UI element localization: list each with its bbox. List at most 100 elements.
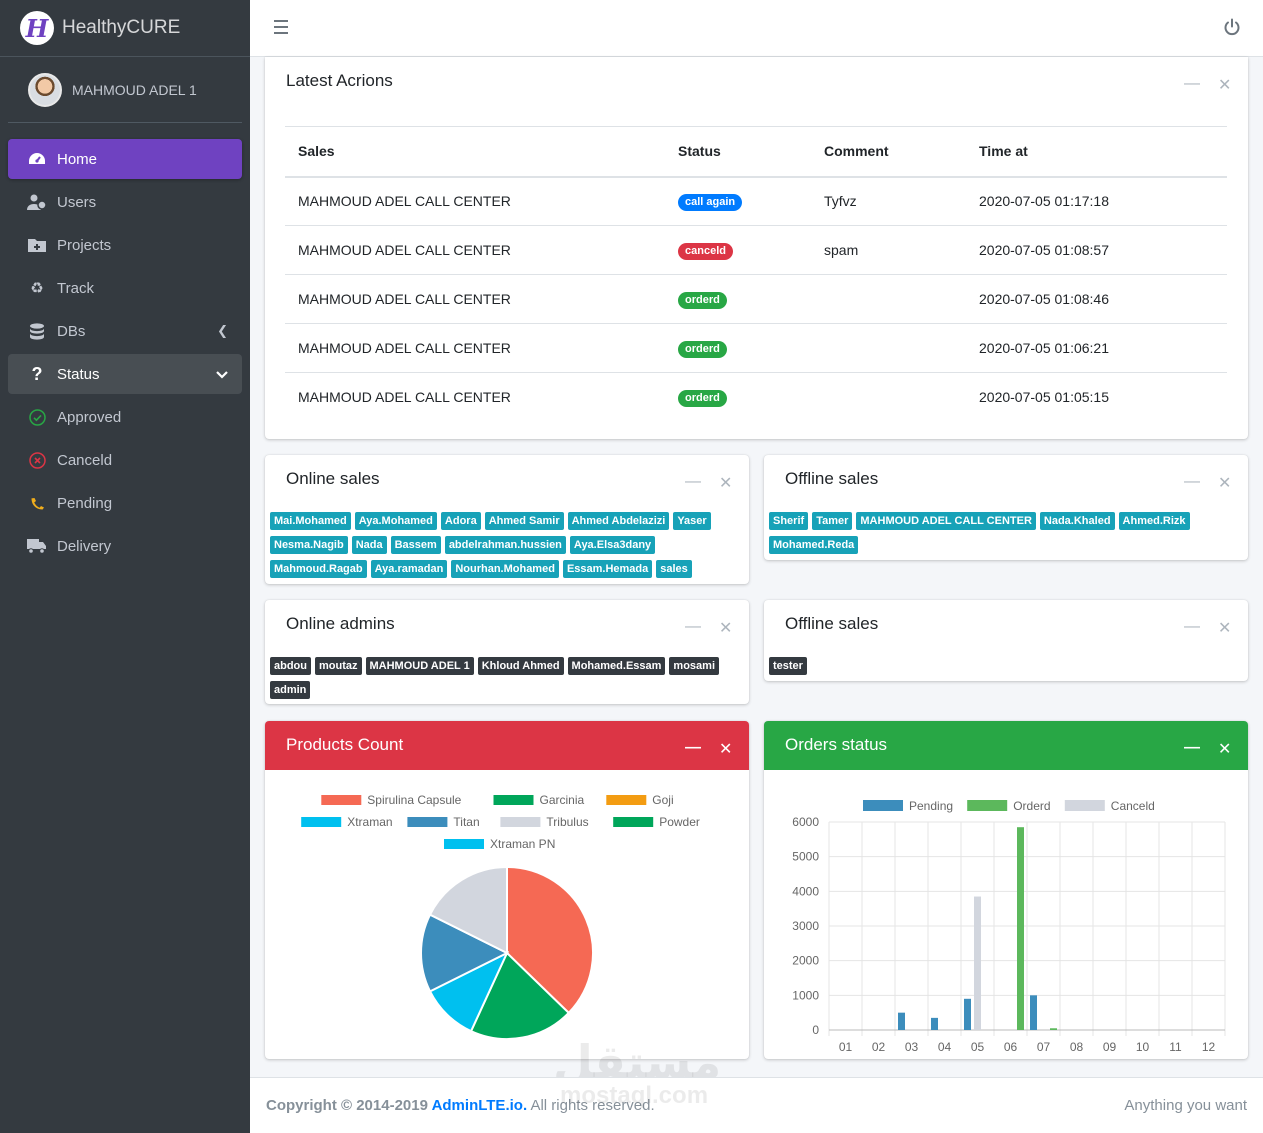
minimize-icon[interactable]: — [685,618,701,635]
minimize-icon[interactable]: — [685,473,701,490]
user-tag[interactable]: Ahmed Abdelazizi [567,512,670,530]
user-tag[interactable]: Yaser [673,512,711,530]
minimize-icon[interactable]: — [1184,618,1200,635]
user-tag[interactable]: Nourhan.Mohamed [451,560,559,578]
pie-slice[interactable] [420,913,510,993]
user-tag[interactable]: admin [270,681,311,699]
legend-label[interactable]: Titan [453,815,479,829]
legend-swatch[interactable] [407,817,448,827]
legend-swatch[interactable] [967,800,1008,811]
legend-label[interactable]: Canceld [1111,799,1155,813]
user-tag[interactable]: Aya.ramadan [370,560,448,578]
user-tag[interactable]: mosami [669,657,719,675]
legend-label[interactable]: Spirulina Capsule [367,793,461,807]
legend-swatch[interactable] [301,817,342,827]
user-tag[interactable]: Ahmed.Rizk [1118,512,1190,530]
legend-label[interactable]: Orderd [1013,799,1050,813]
user-tag[interactable]: Nada [351,536,387,554]
pie-slice[interactable] [428,865,508,955]
sidebar-item-track[interactable]: ♻ Track [8,268,242,308]
sidebar-item-dbs[interactable]: DBs ❮ [8,311,242,351]
legend-swatch[interactable] [863,800,903,811]
legend-label[interactable]: Garcinia [540,793,585,807]
user-panel[interactable]: MAHMOUD ADEL 1 [8,57,242,123]
legend-swatch[interactable] [1064,800,1105,811]
bar[interactable] [1017,827,1024,1030]
user-tag[interactable]: sales [656,560,692,578]
close-icon[interactable]: ✕ [1218,475,1232,492]
user-tag[interactable]: abdelrahman.hussien [444,536,566,554]
legend-swatch[interactable] [500,817,541,827]
legend-swatch[interactable] [493,795,534,805]
card-tools: — ✕ [1184,75,1232,95]
status-cell: call again [665,176,811,226]
user-tag[interactable]: Aya.Elsa3dany [569,536,656,554]
bar[interactable] [931,1017,938,1030]
sidebar-item-canceld[interactable]: Canceld [8,440,242,480]
close-icon[interactable]: ✕ [1218,620,1232,637]
bar[interactable] [974,896,981,1030]
sidebar-item-status[interactable]: ? Status [8,354,242,394]
user-tag[interactable]: MAHMOUD ADEL CALL CENTER [856,512,1036,530]
footer-copyright: Copyright © 2014-2019 AdminLTE.io. All r… [266,1097,655,1114]
x-tick-label: 12 [1202,1040,1216,1054]
legend-swatch[interactable] [321,795,362,805]
legend-label[interactable]: Pending [909,799,953,813]
minimize-icon[interactable]: — [1184,739,1200,756]
user-tag[interactable]: Khloud Ahmed [477,657,564,675]
legend-label[interactable]: Powder [659,815,700,829]
legend-label[interactable]: Goji [652,793,673,807]
sidebar-item-delivery[interactable]: Delivery [8,526,242,566]
menu-toggle-icon[interactable] [274,20,288,34]
user-tag[interactable]: tester [769,657,807,675]
bar[interactable] [1050,1028,1057,1030]
legend-label[interactable]: Xtraman [347,815,392,829]
user-tag[interactable]: Nesma.Nagib [270,536,348,554]
user-tag[interactable]: Mai.Mohamed [270,512,351,530]
user-tag[interactable]: Nada.Khaled [1039,512,1115,530]
bar[interactable] [1030,995,1037,1030]
user-tag[interactable]: abdou [270,657,311,675]
legend-swatch[interactable] [444,839,484,849]
card-tools: — ✕ [685,473,733,493]
user-tag[interactable]: Mahmoud.Ragab [270,560,367,578]
user-tag[interactable]: Aya.Mohamed [354,512,437,530]
column-header: Comment [811,126,966,178]
legend-label[interactable]: Xtraman PN [490,837,555,851]
user-tag[interactable]: Tamer [812,512,853,530]
sidebar-item-approved[interactable]: Approved [8,397,242,437]
sidebar-item-users[interactable]: Users [8,182,242,222]
sales-cell: MAHMOUD ADEL CALL CENTER [285,176,665,226]
user-tag[interactable]: Mohamed.Essam [567,657,666,675]
brand-link[interactable]: H HealthyCURE [0,0,250,57]
close-icon[interactable]: ✕ [719,741,733,758]
bar[interactable] [898,1012,905,1030]
user-tag[interactable]: moutaz [315,657,362,675]
pie-slice[interactable] [506,865,594,1015]
minimize-icon[interactable]: — [1184,75,1200,92]
close-icon[interactable]: ✕ [719,620,733,637]
close-icon[interactable]: ✕ [1218,741,1232,758]
pie-slice[interactable] [469,951,571,1040]
minimize-icon[interactable]: — [685,739,701,756]
user-tag[interactable]: Adora [440,512,481,530]
x-tick-label: 05 [971,1040,985,1054]
adminlte-link[interactable]: AdminLTE.io. [431,1097,528,1114]
user-tag[interactable]: Bassem [390,536,441,554]
user-tag[interactable]: Essam.Hemada [562,560,653,578]
close-icon[interactable]: ✕ [1218,77,1232,94]
user-tag[interactable]: Ahmed Samir [484,512,564,530]
minimize-icon[interactable]: — [1184,473,1200,490]
legend-swatch[interactable] [606,795,647,805]
bar[interactable] [964,998,971,1030]
legend-label[interactable]: Tribulus [546,815,588,829]
close-icon[interactable]: ✕ [719,475,733,492]
sidebar-item-pending[interactable]: Pending [8,483,242,523]
sidebar-item-home[interactable]: Home [8,139,242,179]
legend-swatch[interactable] [613,817,654,827]
user-tag[interactable]: Mohamed.Reda [769,536,859,554]
user-tag[interactable]: Sherif [769,512,809,530]
user-tag[interactable]: MAHMOUD ADEL 1 [365,657,474,675]
power-icon[interactable] [1223,18,1241,36]
sidebar-item-projects[interactable]: Projects [8,225,242,265]
